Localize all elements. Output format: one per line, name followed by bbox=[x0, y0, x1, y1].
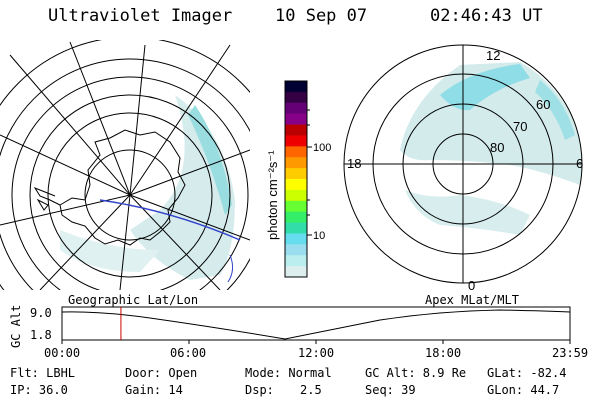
meridian bbox=[9, 54, 131, 196]
mode-info: Mode: Normal bbox=[245, 366, 332, 380]
glon-info: GLon: 44.7 bbox=[487, 383, 560, 397]
dsp-value: 2.5 bbox=[300, 383, 322, 397]
meridian bbox=[129, 194, 221, 290]
colorbar-band bbox=[285, 266, 307, 278]
lat-circle bbox=[0, 58, 250, 290]
geographic-map bbox=[0, 40, 250, 290]
time-tick-3: 18:00 bbox=[425, 346, 462, 360]
satellite-track bbox=[99, 199, 241, 241]
colorbar-band bbox=[285, 189, 307, 202]
altitude-plot-frame bbox=[61, 306, 571, 341]
meridian bbox=[129, 44, 231, 196]
meridian bbox=[129, 44, 146, 196]
meridian bbox=[129, 149, 250, 196]
aurora-bright-left bbox=[188, 105, 232, 215]
aurora-glow-left bbox=[60, 95, 235, 280]
colorbar-band bbox=[285, 124, 307, 136]
colorbar-band bbox=[285, 113, 307, 126]
colorbar-band bbox=[285, 211, 307, 224]
colorbar-band bbox=[285, 157, 307, 169]
date-label: 10 Sep 07 bbox=[275, 6, 368, 26]
door-info: Door: Open bbox=[125, 366, 198, 380]
aurora-glow-right bbox=[405, 190, 530, 235]
altitude-plot bbox=[61, 306, 571, 344]
colorbar-tick-10: 10 bbox=[313, 230, 325, 242]
seq-info: Seq: 39 bbox=[365, 383, 416, 397]
mlt-label-6: 6 bbox=[576, 156, 583, 171]
lat-circle bbox=[11, 76, 249, 290]
colorbar-band bbox=[285, 179, 307, 191]
colorbar-unit-label: photon cm⁻²s⁻¹ bbox=[265, 150, 280, 240]
antarctica-coastline bbox=[59, 129, 186, 246]
time-label: 02:46:43 UT bbox=[430, 6, 543, 26]
ip-info: IP: 36.0 bbox=[10, 383, 68, 397]
alt-tick-high: 9.0 bbox=[30, 306, 52, 320]
colorbar-band bbox=[285, 168, 307, 180]
alt-tick-low: 1.8 bbox=[30, 328, 52, 342]
gain-info: Gain: 14 bbox=[125, 383, 183, 397]
mlt-label-12: 12 bbox=[486, 48, 500, 63]
colorbar-band bbox=[285, 200, 307, 213]
lat-circle bbox=[29, 94, 231, 290]
time-tick-2: 12:00 bbox=[298, 346, 335, 360]
time-tick-0: 00:00 bbox=[44, 346, 81, 360]
colorbar-band bbox=[285, 222, 307, 234]
altitude-curve bbox=[61, 309, 571, 340]
geographic-label: Geographic Lat/Lon bbox=[68, 293, 199, 307]
lat-circle bbox=[47, 112, 213, 278]
glat-info: GLat: -82.4 bbox=[487, 366, 567, 380]
gc-alt-info: GC Alt: 8.9 Re bbox=[365, 366, 467, 380]
mlt-label-0: 0 bbox=[468, 278, 475, 293]
lat-label-60: 60 bbox=[536, 97, 550, 112]
time-tick-4: 23:59 bbox=[552, 346, 589, 360]
lat-label-80: 80 bbox=[490, 140, 504, 155]
colorbar-band bbox=[285, 146, 307, 158]
mlt-label-18: 18 bbox=[347, 156, 361, 171]
island-coastline bbox=[36, 198, 49, 211]
meridian bbox=[0, 194, 131, 226]
meridian bbox=[39, 194, 131, 290]
colorbar-band bbox=[285, 233, 307, 245]
colorbar-frame bbox=[284, 80, 312, 278]
altitude-axis-label: GC Alt bbox=[9, 305, 23, 348]
time-tick-1: 06:00 bbox=[170, 346, 207, 360]
colorbar-band bbox=[285, 91, 307, 104]
meridian bbox=[129, 194, 250, 241]
colorbar bbox=[285, 81, 307, 278]
polar-plot bbox=[343, 44, 583, 284]
colorbar-band bbox=[285, 81, 307, 93]
filter-info: Flt: LBHL bbox=[10, 366, 76, 380]
aurora-bright-right bbox=[535, 80, 575, 140]
colorbar-band bbox=[285, 244, 307, 256]
dsp-label: Dsp: bbox=[245, 383, 274, 397]
colorbar-band bbox=[285, 102, 307, 115]
satellite-track bbox=[227, 254, 234, 283]
meridian bbox=[69, 41, 131, 196]
instrument-title: Ultraviolet Imager bbox=[48, 6, 233, 26]
colorbar-band bbox=[285, 255, 307, 267]
lat-label-70: 70 bbox=[513, 119, 527, 134]
lat-circle bbox=[84, 149, 176, 241]
colorbar-band bbox=[285, 135, 307, 147]
apex-label: Apex MLat/MLT bbox=[425, 293, 519, 307]
meridian bbox=[0, 134, 131, 196]
colorbar-tick-100: 100 bbox=[313, 142, 331, 154]
peninsula-coastline bbox=[33, 186, 61, 206]
